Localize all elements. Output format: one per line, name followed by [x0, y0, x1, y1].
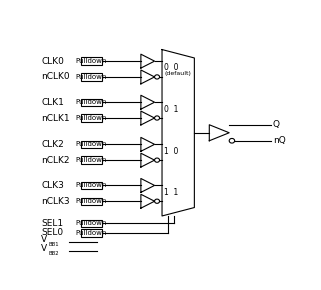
Text: (default): (default) — [164, 71, 191, 76]
Text: CLK0: CLK0 — [41, 57, 64, 66]
Bar — [81, 99, 101, 106]
Text: Pulldown: Pulldown — [76, 157, 107, 163]
Text: CLK3: CLK3 — [41, 181, 64, 190]
Text: nQ: nQ — [273, 136, 285, 145]
Text: Pulldown: Pulldown — [76, 74, 107, 80]
Text: 0  1: 0 1 — [164, 105, 178, 114]
Text: SEL1: SEL1 — [41, 219, 64, 228]
Text: Pulldown: Pulldown — [76, 220, 107, 226]
Bar — [81, 114, 101, 122]
Text: Pulldown: Pulldown — [76, 230, 107, 236]
Text: nCLK0: nCLK0 — [41, 72, 70, 81]
Text: SEL0: SEL0 — [41, 228, 64, 237]
Text: CLK2: CLK2 — [41, 140, 64, 149]
Bar — [81, 229, 101, 237]
Text: nCLK3: nCLK3 — [41, 197, 70, 206]
Text: 1  1: 1 1 — [164, 188, 178, 197]
Bar — [81, 197, 101, 205]
Text: BB1: BB1 — [48, 242, 59, 247]
Text: nCLK2: nCLK2 — [41, 156, 70, 165]
Text: Pulldown: Pulldown — [76, 182, 107, 188]
Text: V: V — [41, 244, 48, 253]
Text: 1  0: 1 0 — [164, 147, 178, 156]
Bar — [81, 57, 101, 65]
Bar — [81, 182, 101, 189]
Text: nCLK1: nCLK1 — [41, 113, 70, 122]
Bar — [81, 220, 101, 227]
Text: Pulldown: Pulldown — [76, 99, 107, 105]
Text: BB2: BB2 — [48, 251, 59, 256]
Bar — [81, 73, 101, 81]
Text: Pulldown: Pulldown — [76, 198, 107, 204]
Text: Pulldown: Pulldown — [76, 58, 107, 64]
Text: V: V — [41, 235, 48, 244]
Text: Q: Q — [273, 120, 280, 129]
Text: Pulldown: Pulldown — [76, 115, 107, 121]
Text: Pulldown: Pulldown — [76, 141, 107, 147]
Text: CLK1: CLK1 — [41, 98, 64, 107]
Bar — [81, 157, 101, 164]
Text: 0  0: 0 0 — [164, 64, 178, 72]
Bar — [81, 141, 101, 148]
